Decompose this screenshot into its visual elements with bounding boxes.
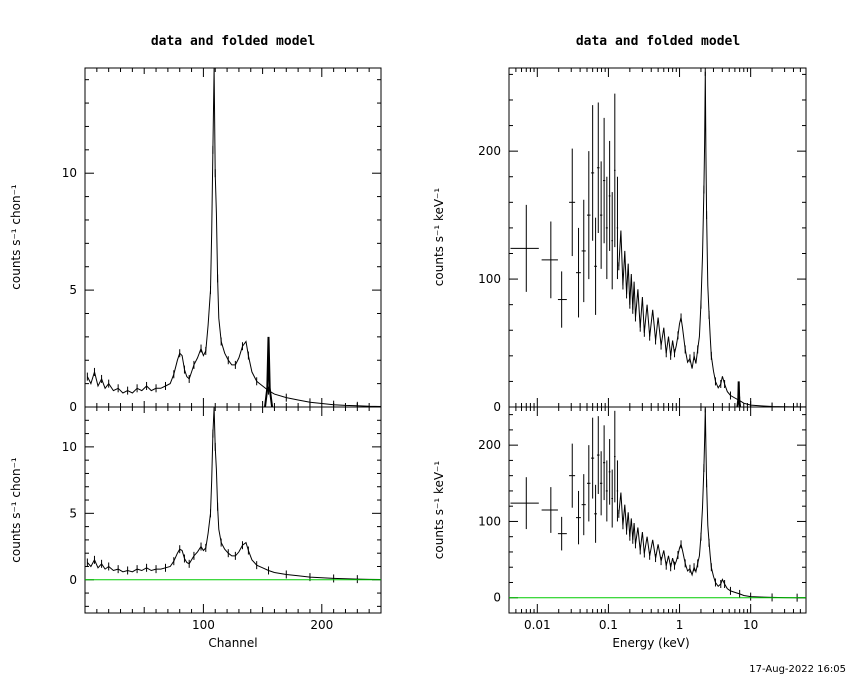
energy-bottom-ylabel: counts s⁻¹ keV⁻¹	[432, 461, 446, 560]
energy-bottom-ytick-label: 200	[478, 438, 501, 452]
energy-bottom-xtick-label: 10	[743, 618, 758, 632]
energy-xlabel: Energy (keV)	[612, 636, 689, 650]
energy-top-feature-line	[736, 381, 742, 408]
energy-bottom-xtick-label: 1	[676, 618, 684, 632]
channel-bottom-data-line	[87, 406, 382, 580]
channel-bottom-ytick-label: 5	[69, 506, 77, 520]
energy-top-frame	[508, 67, 807, 408]
energy-bottom-xtick-label: 0.1	[599, 618, 618, 632]
timestamp-label: 17-Aug-2022 16:05	[749, 664, 846, 675]
channel-top-feature-line	[264, 336, 274, 408]
energy-top-ytick-label: 100	[478, 272, 501, 286]
energy-top-ytick-label: 0	[493, 400, 501, 414]
channel-top-ytick-label: 5	[69, 283, 77, 297]
channel-bottom-ylabel: counts s⁻¹ chon⁻¹	[9, 457, 23, 563]
channel-top-ylabel: counts s⁻¹ chon⁻¹	[9, 184, 23, 290]
energy-bottom-ytick-label: 100	[478, 514, 501, 528]
right-panel-title: data and folded model	[576, 34, 740, 49]
channel-top-ytick-label: 0	[69, 400, 77, 414]
energy-bottom-xtick-label: 0.01	[524, 618, 551, 632]
channel-bottom-xtick-label: 200	[310, 618, 333, 632]
channel-bottom-frame	[84, 406, 382, 614]
channel-top-ytick-label: 10	[62, 166, 77, 180]
energy-top-data-line	[618, 71, 806, 408]
channel-bottom-ytick-label: 10	[62, 440, 77, 454]
energy-top-plot: 0 100 200	[478, 67, 807, 414]
channel-bottom-plot: 0 5 10 100 200	[62, 406, 382, 632]
energy-top-ylabel: counts s⁻¹ keV⁻¹	[432, 188, 446, 287]
channel-xlabel: Channel	[208, 636, 257, 650]
channel-top-frame	[84, 67, 382, 408]
channel-bottom-ytick-label: 0	[69, 573, 77, 587]
energy-top-ytick-label: 200	[478, 144, 501, 158]
energy-bottom-data-line	[618, 408, 806, 599]
energy-bottom-frame	[508, 406, 807, 614]
energy-bottom-ytick-label: 0	[493, 591, 501, 605]
channel-top-plot: 0 5 10	[62, 67, 382, 414]
left-panel-title: data and folded model	[151, 34, 315, 49]
channel-bottom-xtick-label: 100	[192, 618, 215, 632]
channel-top-data-line	[86, 67, 382, 407]
energy-bottom-plot: 0 100 200 0.01 0.1 1 10	[478, 406, 807, 632]
